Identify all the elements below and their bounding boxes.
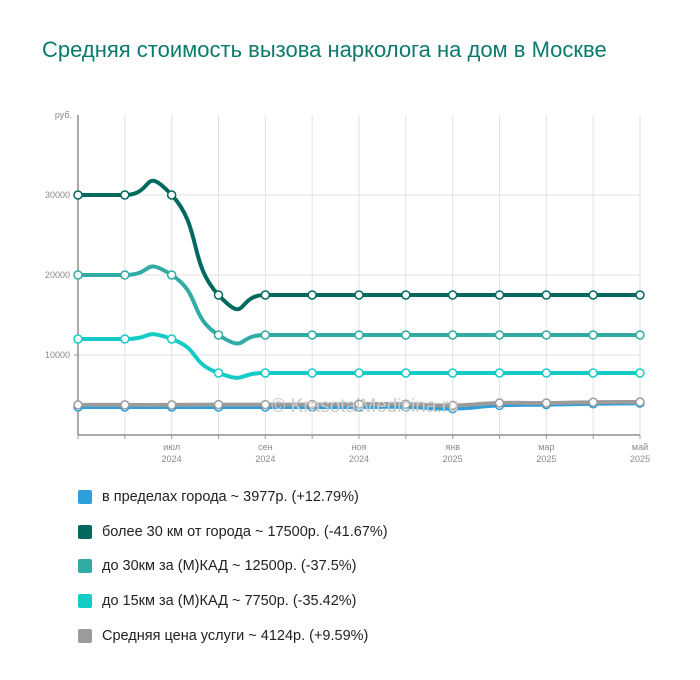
x-tick-label-year: 2024 <box>162 454 182 464</box>
series-5 <box>73 397 645 411</box>
data-point <box>401 330 411 340</box>
legend-item: до 30км за (М)КАД ~ 12500р. (-37.5%) <box>78 556 388 576</box>
x-tick-label-month: ноя <box>352 442 367 452</box>
series-3 <box>73 264 645 346</box>
axis-labels: 10000 20000 30000 руб. июл 2024 сен 2024 ноя 2024… <box>45 110 650 464</box>
data-point <box>447 368 458 378</box>
data-point <box>73 334 83 344</box>
data-point <box>494 368 505 378</box>
x-tick-label-month: мар <box>538 442 554 452</box>
y-tick-label: 20000 <box>45 270 70 280</box>
legend-item: Средняя цена услуги ~ 4124р. (+9.59%) <box>78 626 388 646</box>
data-point <box>401 368 411 378</box>
data-point <box>588 368 598 378</box>
legend-label: в пределах города ~ 3977р. (+12.79%) <box>102 489 359 505</box>
data-point <box>588 330 598 340</box>
x-tick-label-month: янв <box>445 442 460 452</box>
data-point <box>213 399 224 410</box>
legend-label: до 15км за (М)КАД ~ 7750р. (-35.42%) <box>102 593 357 610</box>
data-point <box>260 368 271 378</box>
y-tick-label: 30000 <box>45 190 70 200</box>
chart-series <box>73 178 645 414</box>
chart-title: Средняя стоимость вызова нарколога на до… <box>42 37 607 62</box>
data-point <box>73 400 83 410</box>
data-point <box>588 290 598 300</box>
data-point <box>73 190 83 200</box>
data-point <box>401 290 411 300</box>
legend-item: более 30 км от города ~ 17500р. (-41.67%… <box>78 522 388 542</box>
legend-swatch <box>78 628 92 643</box>
data-point <box>401 399 411 409</box>
data-point <box>447 400 458 411</box>
data-point <box>354 368 364 378</box>
legend-swatch <box>78 594 92 609</box>
data-point <box>213 330 224 340</box>
data-point <box>120 270 130 280</box>
series-2 <box>73 178 645 312</box>
data-point <box>494 398 505 408</box>
x-tick-label-year: 2025 <box>536 454 556 464</box>
legend-label: Средняя цена услуги ~ 4124р. (+9.59%) <box>102 627 369 644</box>
legend-swatch <box>78 559 92 574</box>
legend-swatch <box>78 490 92 504</box>
data-point <box>354 290 364 300</box>
y-unit-label: руб. <box>55 110 72 120</box>
data-point <box>635 290 645 300</box>
y-tick-label: 10000 <box>45 350 70 360</box>
data-point <box>120 190 130 200</box>
data-point <box>73 270 83 280</box>
data-point <box>588 397 598 407</box>
data-point <box>307 399 317 410</box>
legend-swatch <box>78 524 92 539</box>
chart-axes <box>74 115 641 439</box>
data-point <box>541 398 552 408</box>
data-point <box>166 400 177 410</box>
data-point <box>166 270 177 280</box>
data-point <box>635 330 645 340</box>
data-point <box>494 330 505 340</box>
x-tick-label-year: 2025 <box>630 454 650 464</box>
data-point <box>260 330 271 340</box>
data-point <box>494 290 505 300</box>
data-point <box>307 290 317 300</box>
data-point <box>541 368 552 378</box>
line-chart: 10000 20000 30000 руб. июл 2024 сен 2024 ноя 2024… <box>45 110 650 464</box>
data-point <box>447 290 458 300</box>
series-4 <box>73 332 645 380</box>
data-point <box>354 330 364 340</box>
x-tick-label-year: 2025 <box>443 454 463 464</box>
x-tick-label-month: июл <box>163 442 180 452</box>
legend-item: в пределах города ~ 3977р. (+12.79%) <box>78 487 388 507</box>
data-point <box>447 330 458 340</box>
legend-label: более 30 км от города ~ 17500р. (-41.67%… <box>102 523 388 540</box>
legend-label: до 30км за (М)КАД ~ 12500р. (-37.5%) <box>102 558 357 575</box>
legend-item: до 15км за (М)КАД ~ 7750р. (-35.42%) <box>78 591 388 611</box>
data-point <box>541 330 552 340</box>
chart-grid <box>78 115 641 435</box>
data-point <box>635 368 645 378</box>
data-point <box>120 334 130 344</box>
x-tick-label-year: 2024 <box>349 454 369 464</box>
data-point <box>166 190 177 200</box>
data-point <box>354 399 364 409</box>
data-point <box>213 290 224 300</box>
x-tick-label-month: сен <box>258 442 273 452</box>
chart-legend: в пределах города ~ 3977р. (+12.79%) боле… <box>78 487 388 660</box>
data-point <box>213 368 224 378</box>
data-point <box>120 400 130 410</box>
x-tick-label-year: 2024 <box>255 454 275 464</box>
data-point <box>541 290 552 300</box>
data-point <box>260 290 271 300</box>
data-point <box>307 330 317 340</box>
data-point <box>635 397 645 407</box>
data-point <box>307 368 317 378</box>
x-tick-label-month: май <box>632 442 648 452</box>
watermark: © KrasotaiMedicina.ru <box>271 396 458 417</box>
data-point <box>166 334 177 344</box>
data-point <box>260 399 271 410</box>
